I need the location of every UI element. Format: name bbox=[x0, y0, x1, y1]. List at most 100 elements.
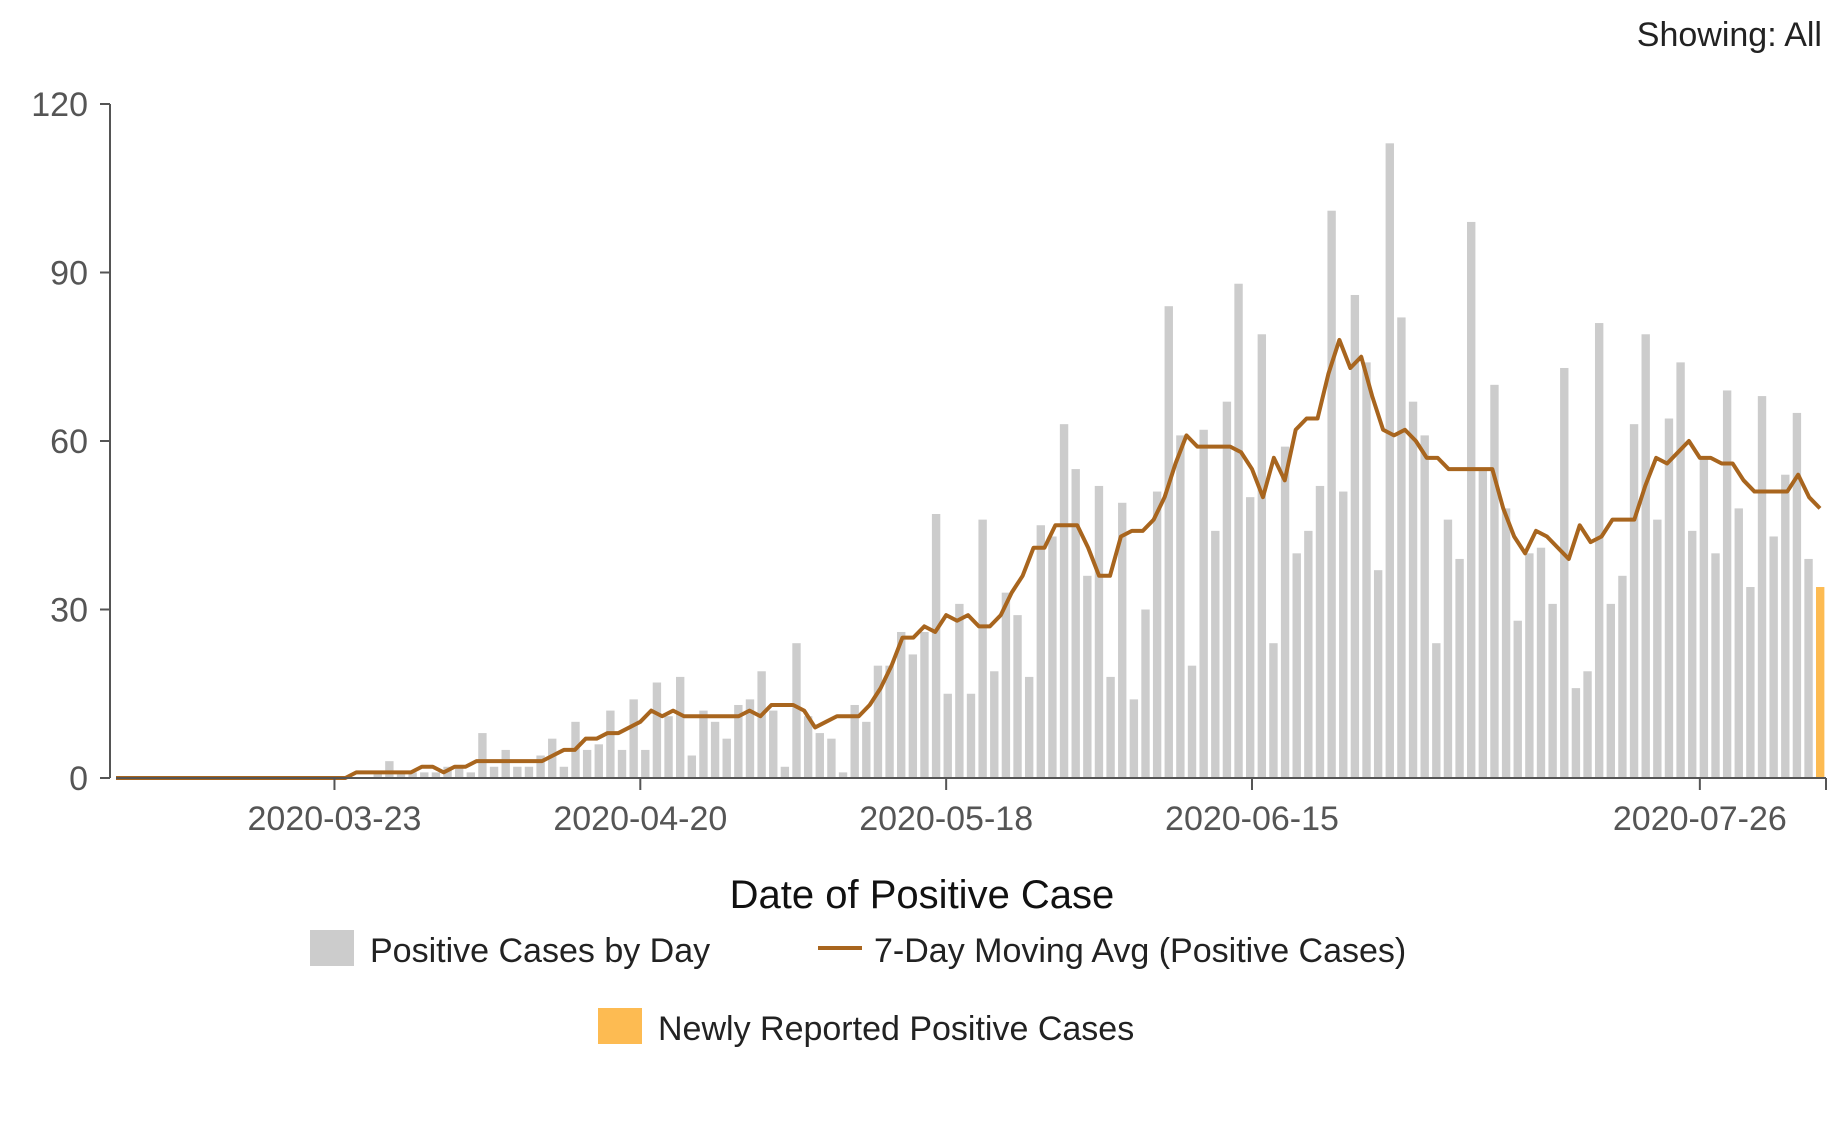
bar-day-104 bbox=[1327, 210, 1336, 779]
bar-day-121 bbox=[1525, 553, 1534, 778]
x-tick-label-2: 2020-05-18 bbox=[859, 800, 1033, 838]
x-tick-label-0: 2020-03-23 bbox=[248, 800, 422, 838]
bar-day-142 bbox=[1769, 536, 1778, 778]
bar-day-93 bbox=[1199, 429, 1208, 778]
y-tick-label-0: 0 bbox=[69, 760, 88, 798]
bar-day-134 bbox=[1676, 362, 1685, 778]
bar-day-117 bbox=[1478, 469, 1488, 778]
bar-day-51 bbox=[710, 721, 720, 778]
bar-day-77 bbox=[1013, 615, 1022, 778]
bar-day-90 bbox=[1164, 306, 1173, 778]
bar-day-36 bbox=[536, 755, 545, 778]
bar-day-130 bbox=[1629, 424, 1639, 778]
bar-day-94 bbox=[1211, 530, 1220, 778]
bar-day-26 bbox=[420, 772, 429, 778]
bar-day-98 bbox=[1257, 334, 1267, 778]
bar-day-50 bbox=[699, 710, 708, 778]
bar-day-69 bbox=[920, 631, 929, 778]
bar-day-97 bbox=[1246, 497, 1255, 778]
bar-day-131 bbox=[1641, 334, 1650, 778]
bar-day-126 bbox=[1583, 671, 1592, 778]
legend-label-line: 7-Day Moving Avg (Positive Cases) bbox=[874, 932, 1406, 970]
bar-day-112 bbox=[1420, 435, 1429, 778]
legend-swatch-new bbox=[598, 1008, 642, 1044]
bar-day-22 bbox=[373, 772, 382, 778]
bar-day-37 bbox=[548, 738, 557, 778]
new-cases-series bbox=[1816, 587, 1825, 778]
showing-filter-label[interactable]: Showing: All bbox=[1636, 16, 1822, 54]
bar-day-59 bbox=[803, 716, 813, 778]
bar-day-89 bbox=[1152, 491, 1162, 778]
bar-day-125 bbox=[1571, 688, 1581, 778]
bar-day-53 bbox=[734, 704, 743, 778]
bar-day-57 bbox=[780, 766, 790, 778]
y-tick-label-120: 120 bbox=[31, 86, 88, 124]
x-tick-label-4: 2020-07-26 bbox=[1613, 800, 1787, 838]
bar-new-0 bbox=[1816, 587, 1825, 778]
bar-day-52 bbox=[722, 738, 731, 778]
bar-day-92 bbox=[1187, 665, 1197, 778]
bar-day-110 bbox=[1397, 317, 1406, 778]
bar-day-47 bbox=[664, 716, 673, 778]
legend-swatch-bars bbox=[310, 930, 354, 966]
bar-day-108 bbox=[1373, 570, 1383, 778]
legend-label-new: Newly Reported Positive Cases bbox=[658, 1010, 1134, 1048]
bar-day-68 bbox=[908, 654, 918, 778]
y-axis: 0 30 60 90 120 bbox=[31, 86, 111, 798]
bar-day-136 bbox=[1699, 457, 1709, 778]
bar-day-99 bbox=[1269, 643, 1278, 778]
bar-day-54 bbox=[745, 699, 755, 778]
bar-day-119 bbox=[1501, 508, 1511, 778]
bar-day-76 bbox=[1001, 592, 1011, 778]
bar-day-109 bbox=[1385, 143, 1394, 778]
bar-day-107 bbox=[1362, 362, 1371, 778]
bar-day-29 bbox=[454, 766, 464, 778]
bar-series bbox=[373, 143, 1813, 779]
bar-day-96 bbox=[1234, 283, 1243, 778]
bar-day-103 bbox=[1315, 485, 1325, 778]
bar-day-86 bbox=[1118, 502, 1127, 778]
bar-day-82 bbox=[1071, 469, 1080, 778]
bar-day-84 bbox=[1094, 485, 1104, 778]
bar-day-40 bbox=[582, 749, 592, 778]
bar-day-128 bbox=[1606, 603, 1615, 778]
bar-day-41 bbox=[594, 744, 603, 778]
bar-day-122 bbox=[1536, 547, 1546, 778]
bar-day-25 bbox=[408, 772, 417, 778]
bar-day-78 bbox=[1024, 676, 1034, 778]
bar-day-118 bbox=[1490, 384, 1499, 778]
bar-day-72 bbox=[955, 603, 964, 778]
bar-day-100 bbox=[1280, 446, 1290, 778]
bar-day-116 bbox=[1467, 221, 1476, 778]
legend-label-bars: Positive Cases by Day bbox=[370, 932, 710, 970]
bar-day-79 bbox=[1036, 525, 1045, 778]
bar-day-87 bbox=[1129, 699, 1139, 778]
bar-day-127 bbox=[1594, 323, 1604, 778]
bar-day-85 bbox=[1106, 676, 1115, 778]
bar-day-137 bbox=[1711, 553, 1720, 778]
bar-day-24 bbox=[396, 772, 406, 778]
x-axis: 2020-03-23 2020-04-20 2020-05-18 2020-06-15… bbox=[116, 777, 1827, 838]
bar-day-80 bbox=[1048, 536, 1057, 778]
bar-day-141 bbox=[1757, 396, 1767, 778]
bar-day-74 bbox=[978, 519, 987, 778]
bar-day-63 bbox=[850, 704, 859, 778]
bar-day-83 bbox=[1083, 575, 1092, 778]
bar-day-95 bbox=[1222, 401, 1232, 778]
bar-day-106 bbox=[1350, 294, 1360, 778]
bar-day-65 bbox=[873, 665, 883, 778]
bar-day-102 bbox=[1304, 530, 1313, 778]
bar-day-66 bbox=[885, 665, 894, 778]
bar-day-42 bbox=[606, 710, 615, 778]
bar-day-49 bbox=[687, 755, 697, 778]
bar-day-145 bbox=[1804, 558, 1813, 778]
bar-day-61 bbox=[827, 738, 836, 778]
bar-day-123 bbox=[1548, 603, 1557, 778]
bar-day-56 bbox=[769, 710, 778, 778]
bar-day-88 bbox=[1141, 609, 1150, 778]
x-tick-label-1: 2020-04-20 bbox=[553, 800, 727, 838]
bar-day-135 bbox=[1688, 530, 1697, 778]
bar-day-60 bbox=[815, 733, 824, 778]
x-axis-title: Date of Positive Case bbox=[730, 873, 1115, 917]
